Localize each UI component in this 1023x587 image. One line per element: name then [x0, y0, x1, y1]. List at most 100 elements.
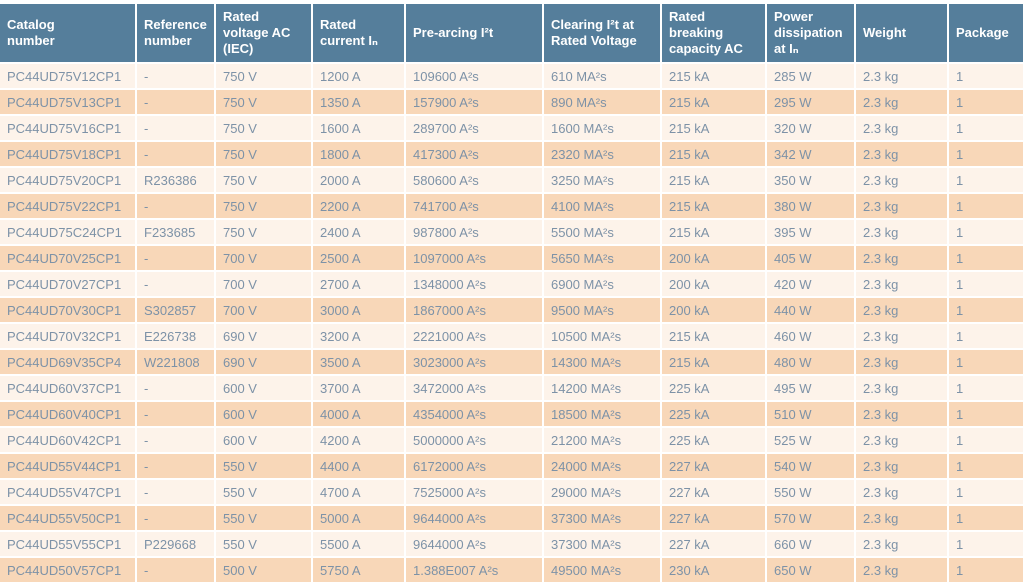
cell-reference-number: S302857: [136, 297, 216, 324]
cell-catalog-number: PC44UD60V42CP1: [0, 427, 137, 454]
cell-clearing-i2t: 1600 MA²s: [543, 115, 662, 142]
cell-power-dissipation: 495 W: [766, 375, 856, 402]
cell-breaking-capacity: 215 kA: [661, 193, 767, 220]
cell-package: 1: [948, 271, 1023, 298]
cell-package: 1: [948, 219, 1023, 246]
cell-rated-current: 2200 A: [312, 193, 406, 220]
table-row: PC44UD55V44CP1-550 V 4400 A 6172000 A²s 240…: [0, 453, 1023, 480]
cell-rated-current: 1200 A: [312, 63, 406, 90]
column-header-package: Package: [948, 4, 1023, 64]
cell-rated-current: 2500 A: [312, 245, 406, 272]
column-header-clearing-i2t: Clearing I²t at Rated Voltage: [543, 4, 662, 64]
cell-package: 1: [948, 323, 1023, 350]
cell-prearcing-i2t: 4354000 A²s: [405, 401, 544, 428]
cell-clearing-i2t: 2320 MA²s: [543, 141, 662, 168]
cell-package: 1: [948, 505, 1023, 532]
cell-power-dissipation: 525 W: [766, 427, 856, 454]
cell-breaking-capacity: 200 kA: [661, 245, 767, 272]
cell-package: 1: [948, 297, 1023, 324]
cell-reference-number: F233685: [136, 219, 216, 246]
cell-prearcing-i2t: 109600 A²s: [405, 63, 544, 90]
cell-prearcing-i2t: 741700 A²s: [405, 193, 544, 220]
cell-rated-current: 3200 A: [312, 323, 406, 350]
table-row: PC44UD75V13CP1-750 V 1350 A 157900 A²s 890 …: [0, 89, 1023, 116]
cell-rated-voltage: 750 V: [215, 63, 313, 90]
cell-reference-number: -: [136, 505, 216, 532]
cell-rated-current: 1600 A: [312, 115, 406, 142]
cell-weight: 2.3 kg: [855, 505, 949, 532]
cell-reference-number: -: [136, 141, 216, 168]
column-header-weight: Weight: [855, 4, 949, 64]
cell-breaking-capacity: 215 kA: [661, 349, 767, 376]
cell-prearcing-i2t: 3023000 A²s: [405, 349, 544, 376]
cell-package: 1: [948, 63, 1023, 90]
table-row: PC44UD69V35CP4 W221808 690 V 3500 A 3023000 …: [0, 349, 1023, 376]
cell-catalog-number: PC44UD75V12CP1: [0, 63, 137, 90]
cell-weight: 2.3 kg: [855, 453, 949, 480]
cell-clearing-i2t: 37300 MA²s: [543, 505, 662, 532]
header-row: Catalog number Reference number Rated volt…: [0, 4, 1023, 64]
cell-power-dissipation: 342 W: [766, 141, 856, 168]
cell-weight: 2.3 kg: [855, 89, 949, 116]
cell-weight: 2.3 kg: [855, 427, 949, 454]
cell-rated-voltage: 690 V: [215, 323, 313, 350]
cell-breaking-capacity: 230 kA: [661, 557, 767, 584]
cell-catalog-number: PC44UD60V40CP1: [0, 401, 137, 428]
cell-weight: 2.3 kg: [855, 63, 949, 90]
cell-rated-voltage: 750 V: [215, 115, 313, 142]
cell-clearing-i2t: 890 MA²s: [543, 89, 662, 116]
cell-catalog-number: PC44UD55V47CP1: [0, 479, 137, 506]
cell-prearcing-i2t: 1867000 A²s: [405, 297, 544, 324]
cell-catalog-number: PC44UD55V55CP1: [0, 531, 137, 558]
table-row: PC44UD55V55CP1 P229668 550 V 5500 A 9644000 …: [0, 531, 1023, 558]
cell-reference-number: -: [136, 427, 216, 454]
cell-weight: 2.3 kg: [855, 557, 949, 584]
cell-weight: 2.3 kg: [855, 245, 949, 272]
cell-rated-voltage: 750 V: [215, 219, 313, 246]
cell-breaking-capacity: 227 kA: [661, 531, 767, 558]
cell-prearcing-i2t: 1097000 A²s: [405, 245, 544, 272]
cell-rated-voltage: 750 V: [215, 193, 313, 220]
cell-clearing-i2t: 49500 MA²s: [543, 557, 662, 584]
cell-catalog-number: PC44UD75V22CP1: [0, 193, 137, 220]
cell-reference-number: -: [136, 271, 216, 298]
cell-rated-voltage: 700 V: [215, 245, 313, 272]
table-row: PC44UD60V42CP1-600 V 4200 A 5000000 A²s 212…: [0, 427, 1023, 454]
cell-package: 1: [948, 89, 1023, 116]
cell-weight: 2.3 kg: [855, 349, 949, 376]
cell-power-dissipation: 380 W: [766, 193, 856, 220]
cell-reference-number: E226738: [136, 323, 216, 350]
cell-power-dissipation: 285 W: [766, 63, 856, 90]
table-row: PC44UD50V57CP1-500 V 5750 A 1.388E007 A²s 4…: [0, 557, 1023, 584]
cell-catalog-number: PC44UD55V44CP1: [0, 453, 137, 480]
cell-catalog-number: PC44UD75V20CP1: [0, 167, 137, 194]
cell-power-dissipation: 395 W: [766, 219, 856, 246]
cell-power-dissipation: 295 W: [766, 89, 856, 116]
cell-prearcing-i2t: 580600 A²s: [405, 167, 544, 194]
cell-clearing-i2t: 5650 MA²s: [543, 245, 662, 272]
cell-rated-current: 1350 A: [312, 89, 406, 116]
cell-catalog-number: PC44UD70V25CP1: [0, 245, 137, 272]
cell-breaking-capacity: 200 kA: [661, 271, 767, 298]
cell-clearing-i2t: 18500 MA²s: [543, 401, 662, 428]
cell-breaking-capacity: 215 kA: [661, 115, 767, 142]
cell-package: 1: [948, 557, 1023, 584]
cell-reference-number: -: [136, 63, 216, 90]
cell-catalog-number: PC44UD69V35CP4: [0, 349, 137, 376]
cell-breaking-capacity: 215 kA: [661, 89, 767, 116]
cell-breaking-capacity: 225 kA: [661, 401, 767, 428]
cell-catalog-number: PC44UD75V16CP1: [0, 115, 137, 142]
cell-reference-number: -: [136, 245, 216, 272]
cell-power-dissipation: 420 W: [766, 271, 856, 298]
cell-rated-voltage: 750 V: [215, 167, 313, 194]
cell-breaking-capacity: 215 kA: [661, 167, 767, 194]
cell-power-dissipation: 350 W: [766, 167, 856, 194]
cell-breaking-capacity: 227 kA: [661, 479, 767, 506]
cell-reference-number: -: [136, 193, 216, 220]
cell-power-dissipation: 660 W: [766, 531, 856, 558]
cell-catalog-number: PC44UD55V50CP1: [0, 505, 137, 532]
cell-catalog-number: PC44UD70V30CP1: [0, 297, 137, 324]
cell-prearcing-i2t: 987800 A²s: [405, 219, 544, 246]
cell-breaking-capacity: 215 kA: [661, 63, 767, 90]
cell-clearing-i2t: 610 MA²s: [543, 63, 662, 90]
